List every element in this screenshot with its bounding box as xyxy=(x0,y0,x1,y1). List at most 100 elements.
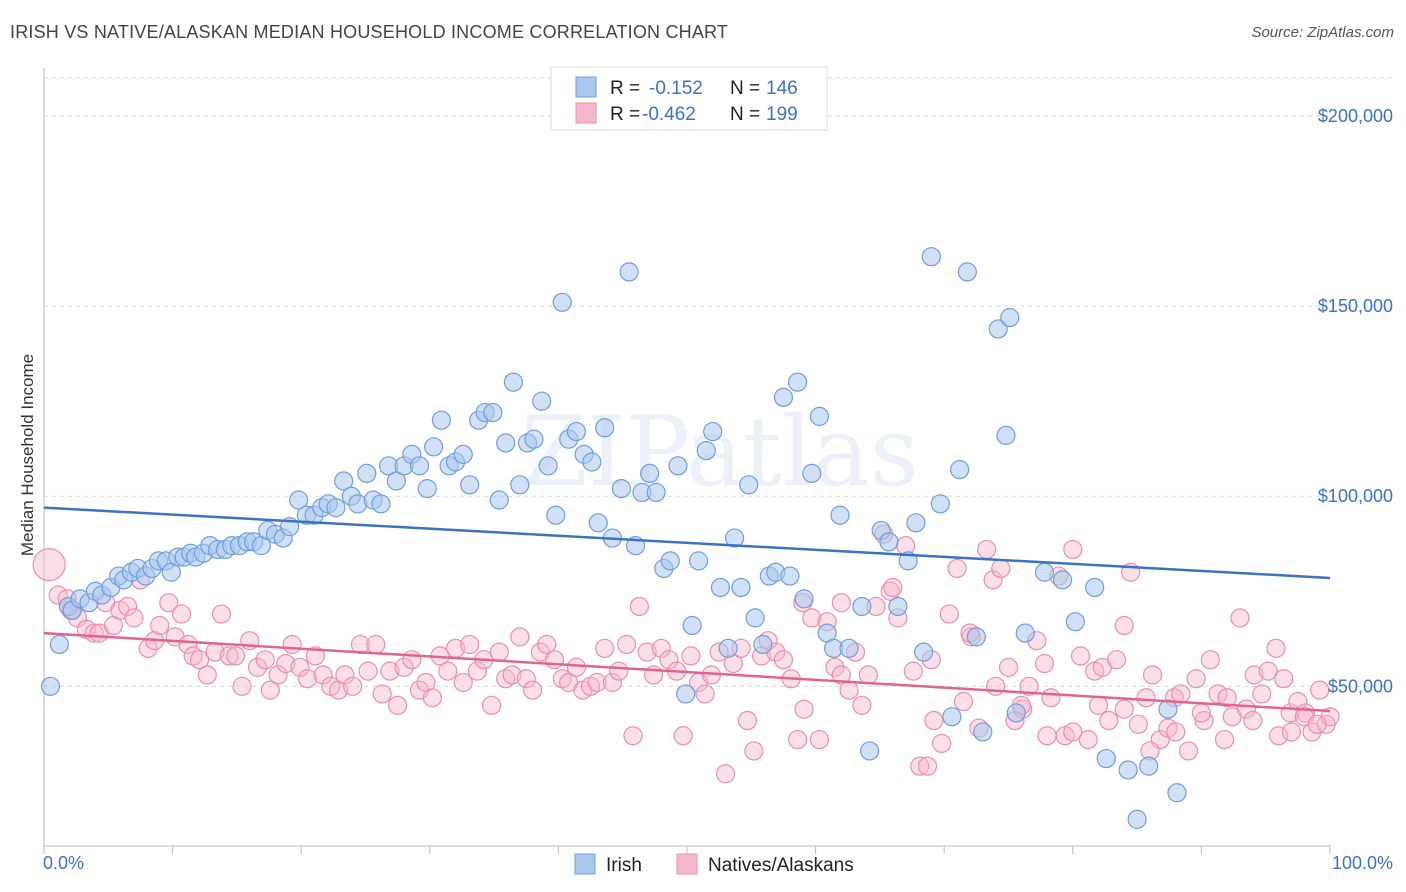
natives-point xyxy=(358,661,378,681)
irish-point xyxy=(996,425,1016,445)
irish-point xyxy=(710,577,731,598)
natives-point xyxy=(986,676,1006,696)
natives-point xyxy=(537,634,557,655)
irish-point xyxy=(1139,756,1159,776)
natives-point xyxy=(232,676,252,696)
natives-point xyxy=(1214,729,1235,750)
irish-point xyxy=(538,456,558,476)
legend-r-value-irish: -0.152 xyxy=(649,78,703,99)
irish-point xyxy=(588,513,608,533)
natives-point xyxy=(1037,726,1057,746)
natives-point xyxy=(1258,661,1278,681)
natives-point xyxy=(422,688,442,708)
irish-point xyxy=(688,551,709,571)
natives-point xyxy=(673,726,693,746)
irish-point xyxy=(619,262,639,282)
bottom-legend-label-irish: Irish xyxy=(606,855,642,876)
irish-point xyxy=(860,741,880,761)
irish-point xyxy=(431,410,451,430)
irish-point xyxy=(496,433,516,453)
irish-point xyxy=(731,577,751,598)
natives-point xyxy=(1063,722,1083,742)
legend-swatch-natives xyxy=(575,102,597,124)
natives-point xyxy=(794,699,814,719)
natives-point xyxy=(737,710,758,731)
legend-r-label-irish: R = xyxy=(610,78,640,99)
natives-point xyxy=(1142,665,1163,685)
natives-point xyxy=(715,764,736,784)
irish-point xyxy=(566,421,587,442)
irish-point xyxy=(1065,612,1085,632)
natives-point xyxy=(1230,608,1250,628)
irish-point xyxy=(460,475,480,495)
irish-point xyxy=(334,471,354,491)
natives-point xyxy=(516,669,536,689)
irish-point xyxy=(696,440,716,461)
natives-point xyxy=(977,539,997,560)
irish-point xyxy=(1000,307,1020,328)
natives-point xyxy=(1281,722,1302,742)
x-tick-label-min: 0.0% xyxy=(43,853,84,873)
natives-point xyxy=(298,669,318,689)
natives-point xyxy=(1243,710,1263,731)
irish-point xyxy=(780,566,800,586)
natives-point xyxy=(1128,714,1148,734)
irish-point xyxy=(357,463,377,484)
legend-r-value-natives: -0.462 xyxy=(642,104,696,125)
natives-point xyxy=(268,665,288,685)
irish-point xyxy=(988,319,1008,339)
natives-point xyxy=(681,646,701,666)
natives-point xyxy=(1274,669,1294,689)
y-axis-label: Median Household Income xyxy=(18,354,37,556)
irish-point xyxy=(1167,783,1187,803)
irish-point xyxy=(879,532,899,552)
y-tick-label-3: $200,000 xyxy=(1318,106,1393,126)
irish-point xyxy=(787,372,808,392)
irish-point xyxy=(510,475,530,495)
legend-box xyxy=(550,66,828,131)
irish-point xyxy=(906,513,926,533)
natives-point xyxy=(953,691,974,712)
natives-point xyxy=(1244,665,1264,685)
series-irish-points xyxy=(40,247,1187,829)
natives-point xyxy=(1307,714,1327,734)
x-tick-label-max: 100.0% xyxy=(1332,853,1393,873)
natives-point xyxy=(453,672,473,693)
irish-point xyxy=(839,638,859,658)
natives-point xyxy=(313,665,333,685)
natives-point xyxy=(388,695,408,715)
natives-point xyxy=(467,661,487,681)
natives-point xyxy=(1191,703,1212,723)
irish-point xyxy=(1127,809,1147,829)
irish-point xyxy=(930,494,950,514)
natives-point xyxy=(1041,688,1061,708)
natives-point xyxy=(523,680,543,700)
series-legend: Irish Natives/Alaskans xyxy=(574,853,854,876)
irish-point xyxy=(1006,703,1026,723)
natives-point xyxy=(510,627,530,647)
natives-point xyxy=(616,634,637,655)
natives-point xyxy=(276,653,296,674)
irish-point xyxy=(532,391,552,411)
natives-point xyxy=(260,680,280,700)
irish-point xyxy=(921,247,941,267)
irish-point xyxy=(1118,760,1138,780)
irish-point xyxy=(595,418,615,438)
irish-point xyxy=(640,463,660,484)
natives-point xyxy=(544,650,565,670)
natives-point xyxy=(695,684,715,704)
natives-point xyxy=(983,570,1003,590)
irish-point xyxy=(489,490,509,510)
irish-trend-line xyxy=(43,506,1331,580)
natives-point xyxy=(1088,695,1109,715)
irish-point xyxy=(1052,570,1073,590)
trend-lines xyxy=(43,506,1331,713)
irish-point xyxy=(552,292,572,312)
irish-point xyxy=(611,479,632,499)
irish-point xyxy=(682,615,702,636)
natives-point xyxy=(438,661,458,681)
natives-point xyxy=(460,634,480,655)
natives-point xyxy=(637,642,657,662)
natives-point xyxy=(924,710,944,731)
natives-point xyxy=(1034,653,1055,674)
